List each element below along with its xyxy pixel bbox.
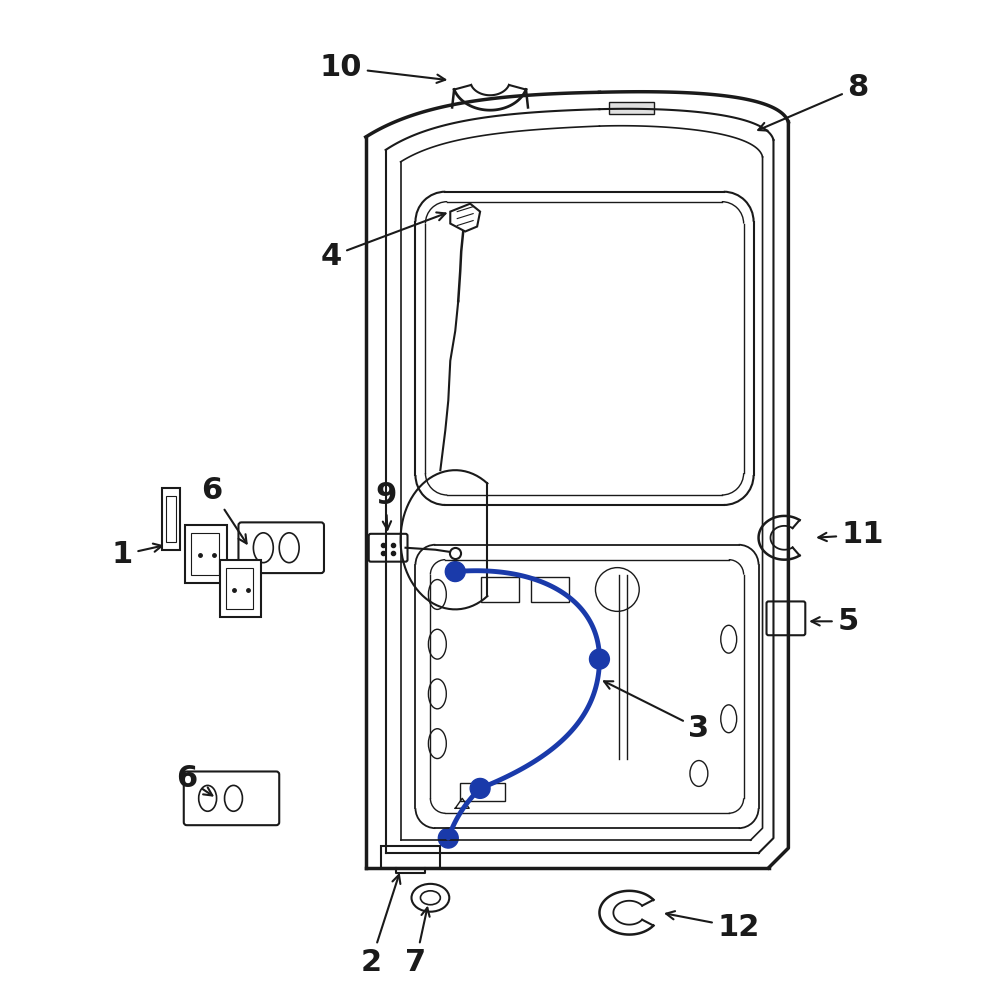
Bar — [166, 496, 176, 542]
Text: 11: 11 — [818, 520, 884, 549]
Text: 8: 8 — [758, 73, 869, 131]
Bar — [185, 525, 227, 583]
Bar — [531, 577, 569, 602]
FancyBboxPatch shape — [238, 522, 324, 573]
Bar — [220, 560, 261, 617]
Bar — [191, 533, 219, 575]
Text: 10: 10 — [320, 53, 445, 83]
FancyBboxPatch shape — [184, 771, 279, 825]
Bar — [162, 488, 180, 550]
Bar — [609, 102, 654, 114]
Text: 9: 9 — [375, 481, 396, 530]
Circle shape — [445, 562, 465, 582]
Circle shape — [438, 828, 458, 848]
Bar — [226, 568, 253, 609]
Text: 3: 3 — [604, 681, 709, 743]
Text: 6: 6 — [176, 764, 212, 795]
FancyBboxPatch shape — [767, 601, 805, 635]
Bar — [481, 577, 519, 602]
Text: 5: 5 — [811, 607, 859, 636]
Text: 12: 12 — [666, 911, 760, 942]
Text: 1: 1 — [111, 540, 162, 569]
Bar — [381, 846, 440, 868]
Text: 2: 2 — [360, 875, 400, 977]
Circle shape — [470, 778, 490, 798]
Text: 6: 6 — [201, 476, 247, 543]
Text: 4: 4 — [320, 212, 445, 271]
Text: 7: 7 — [405, 908, 430, 977]
Bar — [460, 783, 505, 801]
Circle shape — [590, 649, 609, 669]
Ellipse shape — [411, 884, 449, 912]
Polygon shape — [450, 204, 480, 232]
